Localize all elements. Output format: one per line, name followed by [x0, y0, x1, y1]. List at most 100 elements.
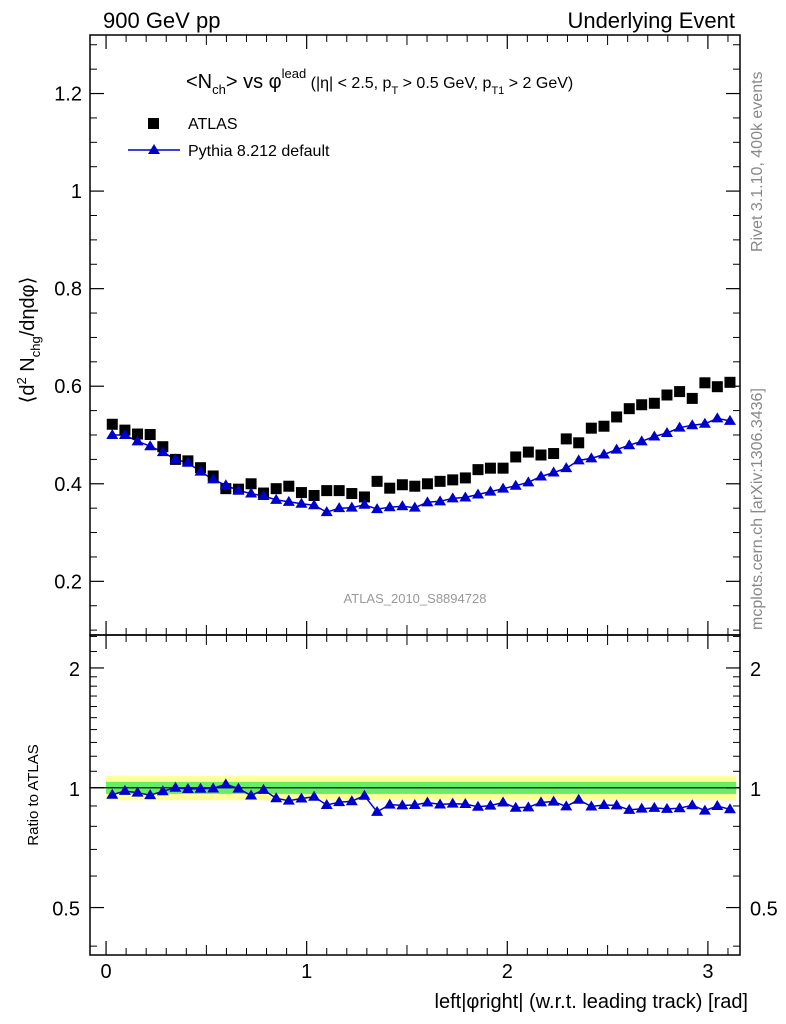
- main-ytick-label: 1.2: [54, 84, 82, 106]
- main-ytick-label: 0.8: [54, 279, 82, 301]
- ratio-data-point: [446, 797, 459, 808]
- pythia-data-point: [698, 417, 711, 428]
- atlas-data-point: [472, 464, 484, 476]
- atlas-data-point: [358, 491, 370, 503]
- pythia-data-point: [118, 429, 131, 439]
- pythia-data-point: [509, 479, 522, 490]
- atlas-data-point: [333, 485, 345, 497]
- atlas-data-point: [636, 399, 648, 411]
- atlas-data-point: [283, 480, 295, 492]
- atlas-data-point: [699, 377, 711, 389]
- atlas-data-point: [623, 403, 635, 415]
- ratio-ytick-label-right: 2: [750, 659, 761, 681]
- ratio-data-point: [585, 800, 598, 811]
- pythia-data-point: [497, 482, 510, 493]
- pythia-data-point: [396, 500, 409, 511]
- ratio-data-point: [169, 781, 182, 792]
- atlas-data-point: [421, 478, 433, 490]
- atlas-data-point: [548, 448, 560, 460]
- atlas-data-point: [409, 480, 421, 492]
- atlas-data-point: [711, 381, 723, 393]
- pythia-data-point: [371, 503, 384, 514]
- pythia-data-point: [169, 453, 182, 464]
- ratio-data-point: [345, 795, 358, 806]
- plot-title: <Nch> vs φlead (|η| < 2.5, pT > 0.5 GeV,…: [186, 66, 573, 97]
- pythia-data-point: [534, 470, 547, 481]
- ratio-data-point: [711, 799, 724, 810]
- ratio-data-point: [497, 796, 510, 807]
- header-right-title: Underlying Event: [567, 8, 735, 33]
- pythia-data-point: [358, 498, 371, 509]
- pythia-data-point: [181, 456, 194, 467]
- ratio-data-point: [320, 799, 333, 810]
- pythia-data-point: [320, 506, 333, 517]
- ratio-data-point: [421, 796, 434, 807]
- atlas-data-point: [144, 429, 156, 441]
- pythia-data-point: [723, 414, 736, 425]
- pythia-data-point: [383, 501, 396, 512]
- ratio-data-point: [181, 782, 194, 793]
- ratio-data-point: [194, 782, 207, 793]
- atlas-data-point: [371, 475, 383, 487]
- legend: ATLAS Pythia 8.212 default: [128, 116, 330, 160]
- atlas-data-point: [573, 437, 585, 449]
- atlas-data-point: [585, 422, 597, 434]
- atlas-data-point: [661, 389, 673, 401]
- pythia-data-point: [471, 488, 484, 499]
- ratio-data-point: [257, 783, 270, 794]
- pythia-data-point: [194, 465, 207, 476]
- legend-pythia-label: Pythia 8.212 default: [188, 143, 330, 160]
- atlas-data-point: [132, 428, 144, 440]
- atlas-data-point: [510, 451, 522, 463]
- pythia-data-point: [295, 497, 308, 508]
- ratio-ytick-label-left: 0.5: [52, 899, 80, 921]
- ratio-xtick-label: 2: [502, 961, 513, 983]
- ratio-data-point: [144, 789, 157, 800]
- ratio-data-point: [371, 805, 384, 816]
- ratio-data-point: [723, 803, 736, 814]
- x-axis-label: left|φright| (w.r.t. leading track) [rad…: [435, 991, 748, 1013]
- ratio-data-point: [207, 782, 220, 793]
- atlas-data-point: [674, 386, 686, 398]
- atlas-data-point: [459, 472, 471, 484]
- atlas-data-point: [434, 475, 446, 487]
- ratio-frame: [89, 634, 741, 956]
- ratio-data-point: [282, 794, 295, 805]
- ratio-data-point: [383, 798, 396, 809]
- pythia-data-point: [623, 439, 636, 450]
- atlas-data-point: [497, 462, 509, 474]
- pythia-data-point: [408, 501, 421, 512]
- pythia-data-point: [585, 452, 598, 463]
- pythia-data-point: [711, 412, 724, 423]
- ratio-data-point: [245, 789, 258, 800]
- ratio-data-point: [156, 785, 169, 796]
- ratio-data-point: [534, 796, 547, 807]
- pythia-data-point: [660, 427, 673, 438]
- ratio-data-point: [484, 799, 497, 810]
- atlas-data-point: [560, 433, 572, 445]
- pythia-data-point: [207, 473, 220, 484]
- pythia-data-point: [156, 446, 169, 457]
- pythia-data-point: [282, 495, 295, 506]
- pythia-data-point: [446, 492, 459, 503]
- ratio-ytick-label-right: 1: [750, 779, 761, 801]
- ratio-data-point: [408, 799, 421, 810]
- ratio-data-point: [509, 801, 522, 812]
- main-ytick-label: 0.2: [54, 571, 82, 593]
- atlas-data-point: [106, 418, 118, 430]
- atlas-data-point: [270, 483, 282, 495]
- atlas-data-point: [384, 482, 396, 494]
- main-panel: 0.2 0.4 0.6 0.8 1 1.2 <Nch> vs φlead (|η| < 2…: [14, 34, 741, 636]
- pythia-data-point: [610, 443, 623, 454]
- legend-atlas-marker: [148, 118, 159, 129]
- pythia-data-point: [484, 485, 497, 496]
- pythia-data-point: [219, 479, 232, 490]
- pythia-data-point: [257, 489, 270, 500]
- ratio-xtick-label: 0: [100, 961, 111, 983]
- pythia-data-point: [560, 462, 573, 473]
- pythia-data-point: [597, 448, 610, 459]
- ratio-data-point: [597, 799, 610, 810]
- atlas-data-point: [522, 446, 534, 458]
- ratio-data-point: [547, 795, 560, 806]
